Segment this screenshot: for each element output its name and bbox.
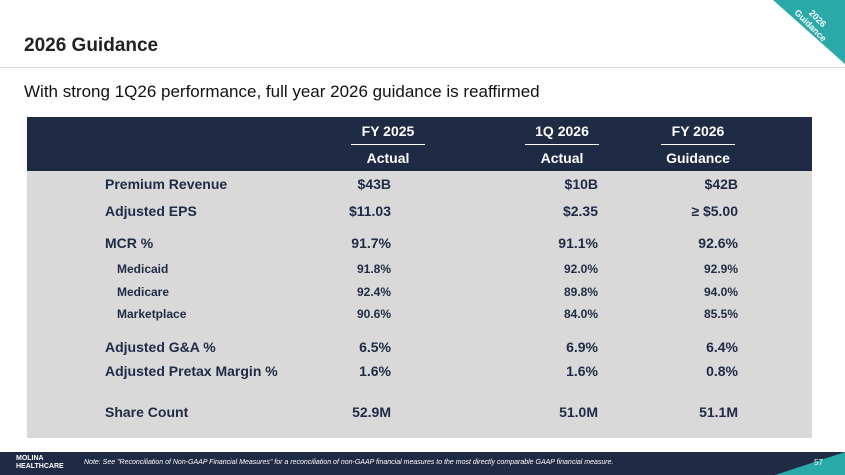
- col-divider: [661, 144, 735, 145]
- col-subheader-fy2026: Guidance: [666, 150, 730, 166]
- table-cell: 51.1M: [699, 404, 738, 420]
- table-cell: $42B: [704, 176, 738, 192]
- table-cell: 92.4%: [356, 285, 391, 299]
- table-cell: 92.0%: [563, 262, 598, 276]
- table-cell: $11.03: [348, 203, 391, 219]
- table-cell: 0.8%: [706, 363, 738, 379]
- row-label-share-count: Share Count: [105, 404, 189, 420]
- footnote: Note: See "Reconciliation of Non-GAAP Fi…: [84, 459, 614, 466]
- row-label-medicare: Medicare: [117, 285, 170, 299]
- table-cell: 84.0%: [563, 307, 598, 321]
- row-label-premium-revenue: Premium Revenue: [105, 176, 228, 192]
- table-cell: ≥ $5.00: [691, 203, 738, 219]
- table-cell: 85.5%: [703, 307, 738, 321]
- title-divider: [0, 67, 845, 68]
- col-subheader-1q2026: Actual: [540, 150, 584, 166]
- row-label-medicaid: Medicaid: [117, 262, 169, 276]
- page-title: 2026 Guidance: [24, 35, 159, 56]
- table-cell: 51.0M: [559, 404, 598, 420]
- table-cell: 89.8%: [563, 285, 598, 299]
- row-label-marketplace: Marketplace: [117, 307, 187, 321]
- company-logo: MOLINA HEALTHCARE: [16, 455, 64, 470]
- table-cell: 91.1%: [558, 235, 598, 251]
- table-cell: 92.6%: [698, 235, 738, 251]
- col-divider: [525, 144, 599, 145]
- table-cell: 6.4%: [706, 339, 738, 355]
- table-cell: $43B: [357, 176, 391, 192]
- guidance-table: FY 2025 Actual 1Q 2026 Actual FY 2026 Gu…: [27, 117, 812, 438]
- corner-badge: [773, 0, 845, 64]
- col-header-1q2026: 1Q 2026: [535, 123, 589, 139]
- table-cell: 90.6%: [356, 307, 391, 321]
- table-cell: 92.9%: [703, 262, 738, 276]
- corner-accent: [775, 452, 845, 475]
- col-header-fy2026: FY 2026: [671, 123, 725, 139]
- row-label-adjusted-ga: Adjusted G&A %: [105, 339, 216, 355]
- table-header: FY 2025 Actual 1Q 2026 Actual FY 2026 Gu…: [27, 117, 812, 171]
- col-divider: [351, 144, 425, 145]
- table-cell: 6.9%: [566, 339, 598, 355]
- row-label-adjusted-pretax-margin: Adjusted Pretax Margin %: [105, 363, 278, 379]
- table-cell: $10B: [564, 176, 598, 192]
- footer-bar: [0, 452, 845, 475]
- table-cell: $2.35: [562, 203, 598, 219]
- page-number: 57: [814, 458, 823, 467]
- table-cell: 94.0%: [703, 285, 738, 299]
- table-cell: 1.6%: [566, 363, 598, 379]
- table-cell: 6.5%: [359, 339, 391, 355]
- table-cell: 91.8%: [356, 262, 391, 276]
- table-cell: 52.9M: [352, 404, 391, 420]
- table-cell: 1.6%: [359, 363, 391, 379]
- col-subheader-fy2025: Actual: [366, 150, 410, 166]
- page-subtitle: With strong 1Q26 performance, full year …: [24, 82, 540, 101]
- row-label-adjusted-eps: Adjusted EPS: [105, 203, 197, 219]
- col-header-fy2025: FY 2025: [361, 123, 415, 139]
- row-label-mcr: MCR %: [105, 235, 154, 251]
- table-cell: 91.7%: [351, 235, 391, 251]
